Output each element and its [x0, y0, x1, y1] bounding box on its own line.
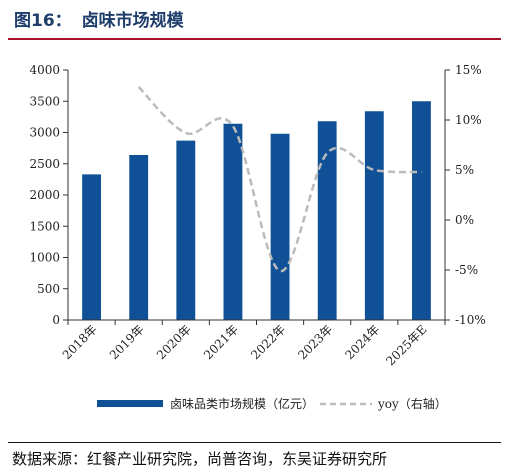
x-tick-label: 2023年 — [295, 322, 335, 362]
source-note: 数据来源：红餐产业研究院，尚普咨询，东吴证券研究所 — [12, 450, 388, 468]
x-tick-label: 2024年 — [342, 322, 382, 362]
right-tick-label: 0% — [455, 213, 474, 227]
left-tick-label: 1500 — [29, 219, 60, 233]
x-tick-label: 2019年 — [107, 322, 147, 362]
left-y-axis: 0 500 1000 1500 2000 2500 3000 3500 4000 — [29, 63, 69, 327]
left-tick-label: 3500 — [29, 94, 60, 108]
bar — [176, 140, 196, 320]
bar — [129, 155, 149, 320]
legend-line-label: yoy（右轴） — [377, 396, 447, 411]
right-y-axis: -10% -5% 0% 5% 10% 15% — [444, 63, 486, 327]
x-tick-label: 2018年 — [60, 322, 100, 362]
title-divider — [8, 38, 501, 40]
x-tick-label: 2020年 — [154, 322, 194, 362]
chart-legend: 卤味品类市场规模（亿元） yoy（右轴） — [97, 396, 447, 411]
x-axis: 2018年 2019年 2020年 2021年 2022年 2023年 2024年 2025年… — [60, 319, 446, 368]
x-tick-label: 2025年E — [383, 322, 429, 368]
bar — [317, 121, 337, 320]
right-tick-label: 10% — [455, 113, 482, 127]
bar — [82, 174, 101, 320]
figure-label: 图16： — [14, 11, 72, 31]
bar — [412, 101, 431, 320]
left-tick-label: 2500 — [29, 157, 60, 171]
source-divider — [8, 442, 501, 443]
right-tick-label: -10% — [455, 313, 486, 327]
left-tick-label: 1000 — [29, 251, 60, 265]
figure-title-text: 卤味市场规模 — [81, 11, 184, 31]
left-tick-label: 2000 — [29, 188, 60, 202]
right-tick-label: 15% — [455, 63, 482, 77]
bar — [223, 123, 243, 320]
left-tick-label: 500 — [37, 282, 60, 296]
legend-bar-swatch — [97, 400, 163, 407]
yoy-line-series — [137, 86, 422, 273]
market-size-chart: 0 500 1000 1500 2000 2500 3000 3500 4000 -10% -5%… — [29, 63, 486, 411]
bar — [364, 111, 384, 320]
x-tick-label: 2021年 — [201, 322, 241, 362]
left-tick-label: 3000 — [29, 126, 60, 140]
legend-bar-label: 卤味品类市场规模（亿元） — [170, 396, 314, 411]
right-tick-label: 5% — [455, 163, 474, 177]
bar — [270, 133, 290, 320]
left-tick-label: 0 — [52, 313, 60, 327]
figure-title: 图16： 卤味市场规模 — [14, 6, 184, 31]
left-tick-label: 4000 — [29, 63, 60, 77]
yoy-line — [137, 86, 422, 273]
right-tick-label: -5% — [455, 263, 478, 277]
x-tick-label: 2022年 — [248, 322, 288, 362]
bar-series — [82, 101, 431, 320]
